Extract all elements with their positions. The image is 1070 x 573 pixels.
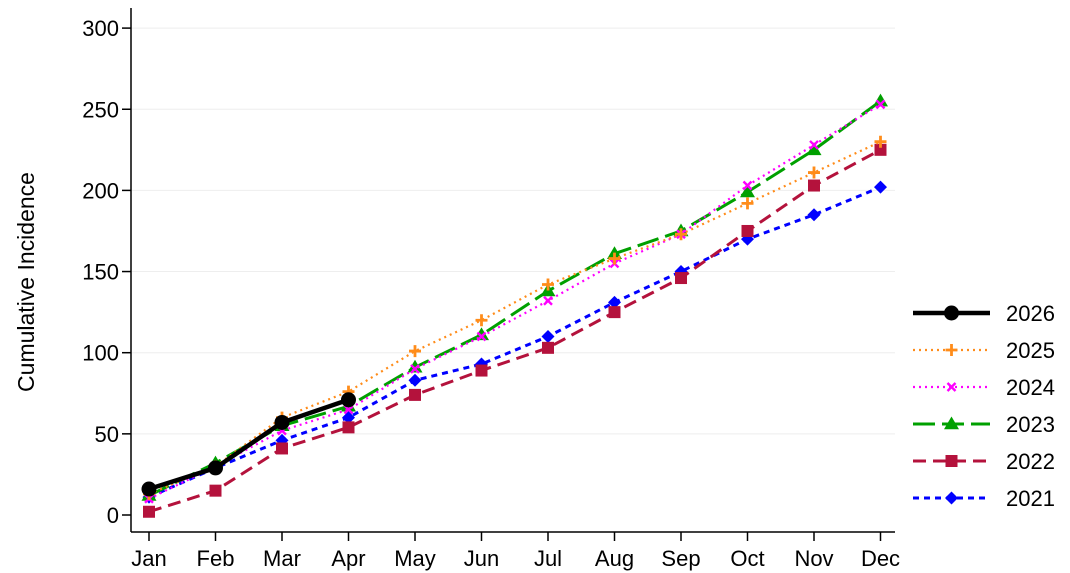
legend-marker bbox=[945, 344, 958, 356]
data-point-2025 bbox=[808, 166, 820, 179]
data-point-2022 bbox=[608, 306, 621, 319]
legend-label: 2023 bbox=[1006, 412, 1055, 437]
y-tick-label: 250 bbox=[82, 97, 119, 122]
x-tick-label: Jul bbox=[534, 546, 562, 571]
legend-label: 2021 bbox=[1006, 486, 1055, 511]
x-tick-label: Feb bbox=[197, 546, 235, 571]
data-point-2023 bbox=[407, 359, 423, 373]
data-point-2024 bbox=[476, 331, 487, 342]
series-2022 bbox=[143, 143, 887, 518]
data-point-2022 bbox=[276, 442, 288, 455]
data-point-2025 bbox=[409, 345, 421, 358]
y-tick-label: 50 bbox=[95, 422, 119, 447]
data-point-2024 bbox=[875, 99, 886, 110]
x-tick-label: Aug bbox=[595, 546, 634, 571]
data-point-2026 bbox=[341, 392, 356, 408]
legend-marker bbox=[944, 416, 959, 430]
x-tick-label: May bbox=[394, 546, 436, 571]
data-point-2025 bbox=[475, 314, 488, 327]
data-point-2024 bbox=[343, 404, 354, 415]
legend-item-2025: 2025 bbox=[913, 338, 1055, 363]
data-point-2025 bbox=[874, 135, 887, 148]
data-point-2022 bbox=[342, 421, 355, 434]
legend-item-2022: 2022 bbox=[913, 449, 1055, 474]
data-point-2024 bbox=[543, 295, 553, 306]
legend-item-2023: 2023 bbox=[913, 412, 1055, 437]
data-point-2025 bbox=[675, 228, 687, 241]
grid-lines bbox=[131, 27, 895, 435]
data-point-2021 bbox=[807, 208, 821, 222]
data-point-2022 bbox=[874, 143, 887, 156]
data-point-2021 bbox=[541, 329, 555, 343]
data-point-2023 bbox=[474, 327, 489, 341]
data-point-2025 bbox=[608, 252, 621, 265]
x-tick-label: Jun bbox=[464, 546, 499, 571]
data-point-2022 bbox=[475, 364, 488, 377]
data-point-2022 bbox=[209, 484, 222, 497]
data-point-2022 bbox=[808, 179, 820, 192]
x-tick-label: Nov bbox=[794, 546, 833, 571]
x-tick-label: Sep bbox=[661, 546, 700, 571]
data-point-2021 bbox=[342, 411, 355, 425]
data-point-2024 bbox=[742, 180, 753, 191]
legend-marker bbox=[944, 305, 959, 321]
y-tick-label: 0 bbox=[107, 503, 119, 528]
data-point-2025 bbox=[741, 197, 754, 210]
series-line-2022 bbox=[148, 148, 882, 514]
x-tick-label: Dec bbox=[861, 546, 900, 571]
data-point-2026 bbox=[208, 460, 223, 476]
data-point-2022 bbox=[409, 388, 421, 401]
data-point-2021 bbox=[408, 373, 422, 387]
data-point-2024 bbox=[410, 364, 420, 374]
data-point-2021 bbox=[608, 295, 621, 309]
data-point-2023 bbox=[806, 142, 822, 156]
data-point-2022 bbox=[143, 505, 155, 518]
y-tick-label: 200 bbox=[82, 178, 119, 203]
axes: 0 50 100 150 200 250 300 Jan Feb Mar Apr May Jun Jul A… bbox=[82, 8, 900, 571]
y-tick-label: 100 bbox=[82, 341, 119, 366]
series-line-2021 bbox=[148, 185, 882, 499]
x-tick-label: Oct bbox=[730, 546, 764, 571]
y-tick-label: 300 bbox=[82, 16, 119, 41]
data-point-2026 bbox=[141, 481, 157, 497]
y-tick-label: 150 bbox=[82, 260, 119, 285]
x-tick-label: Jan bbox=[131, 546, 166, 571]
series-layer bbox=[141, 93, 888, 518]
data-point-2022 bbox=[741, 224, 754, 237]
legend-label: 2024 bbox=[1006, 375, 1055, 400]
x-tick-label: Mar bbox=[263, 546, 301, 571]
data-point-2024 bbox=[809, 140, 819, 150]
data-point-2026 bbox=[274, 414, 290, 430]
series-2026 bbox=[141, 392, 356, 497]
legend-label: 2022 bbox=[1006, 449, 1055, 474]
data-point-2021 bbox=[874, 180, 887, 194]
data-point-2022 bbox=[542, 341, 554, 354]
data-point-2025 bbox=[542, 278, 554, 291]
legend-item-2021: 2021 bbox=[913, 486, 1055, 511]
legend-label: 2025 bbox=[1006, 338, 1055, 363]
legend-marker bbox=[946, 382, 957, 392]
legend-marker bbox=[945, 491, 958, 505]
data-point-2023 bbox=[740, 184, 755, 198]
series-line-2025 bbox=[148, 140, 881, 495]
series-line-2026 bbox=[148, 397, 350, 492]
legend-label: 2026 bbox=[1006, 301, 1055, 326]
series-2021 bbox=[142, 180, 887, 504]
legend-marker bbox=[945, 455, 958, 467]
legend-item-2026: 2026 bbox=[913, 301, 1055, 326]
data-point-2022 bbox=[675, 272, 687, 285]
series-line-2024 bbox=[148, 103, 882, 500]
y-axis-title: Cumulative Incidence bbox=[13, 172, 39, 392]
x-tick-label: Apr bbox=[331, 546, 365, 571]
legend-item-2024: 2024 bbox=[913, 375, 1055, 400]
legend: 2026 2025 2024 2023 2022 2021 bbox=[913, 301, 1055, 511]
data-point-2023 bbox=[873, 93, 888, 107]
